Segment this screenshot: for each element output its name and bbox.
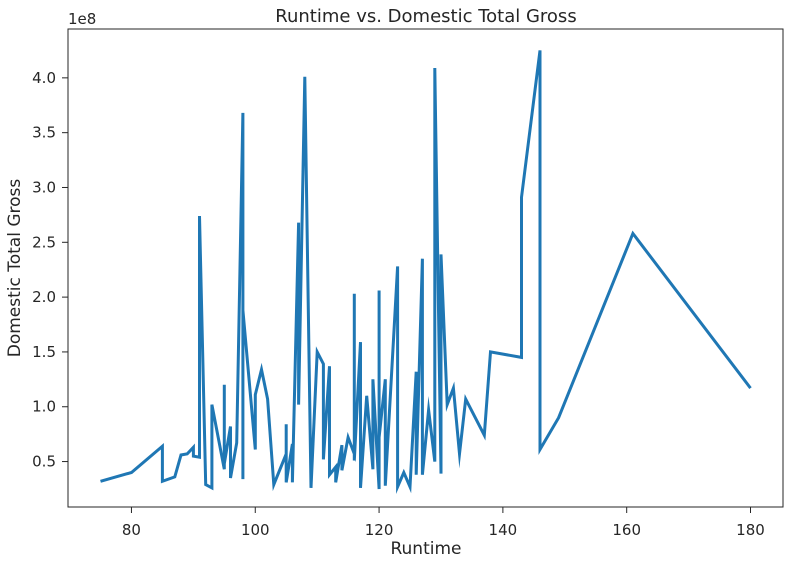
y-offset-text: 1e8 xyxy=(68,10,96,28)
y-tick-label: 2.5 xyxy=(32,233,56,251)
x-tick-label: 140 xyxy=(489,521,518,539)
plot-frame xyxy=(67,28,784,508)
y-axis-title: Domestic Total Gross xyxy=(5,179,25,358)
plot-area xyxy=(100,50,752,495)
series-line-0 xyxy=(100,50,752,495)
x-tick-label: 120 xyxy=(365,521,394,539)
x-axis-title: Runtime xyxy=(390,539,461,559)
y-tick-label: 0.5 xyxy=(32,453,56,471)
x-tick-label: 180 xyxy=(736,521,765,539)
y-tick-label: 1.5 xyxy=(32,343,56,361)
y-tick-label: 4.0 xyxy=(32,69,56,87)
y-tick-label: 3.5 xyxy=(32,124,56,142)
y-tick-label: 2.0 xyxy=(32,288,56,306)
x-tick-label: 160 xyxy=(612,521,641,539)
chart-title: Runtime vs. Domestic Total Gross xyxy=(275,6,576,27)
x-tick-label: 100 xyxy=(241,521,270,539)
x-axis: 80 100 120 140 160 180 xyxy=(122,507,765,539)
y-axis: 0.5 1.0 1.5 2.0 2.5 3.0 3.5 4.0 xyxy=(32,69,68,471)
x-tick-label: 80 xyxy=(122,521,141,539)
y-tick-label: 3.0 xyxy=(32,178,56,196)
y-tick-label: 1.0 xyxy=(32,398,56,416)
